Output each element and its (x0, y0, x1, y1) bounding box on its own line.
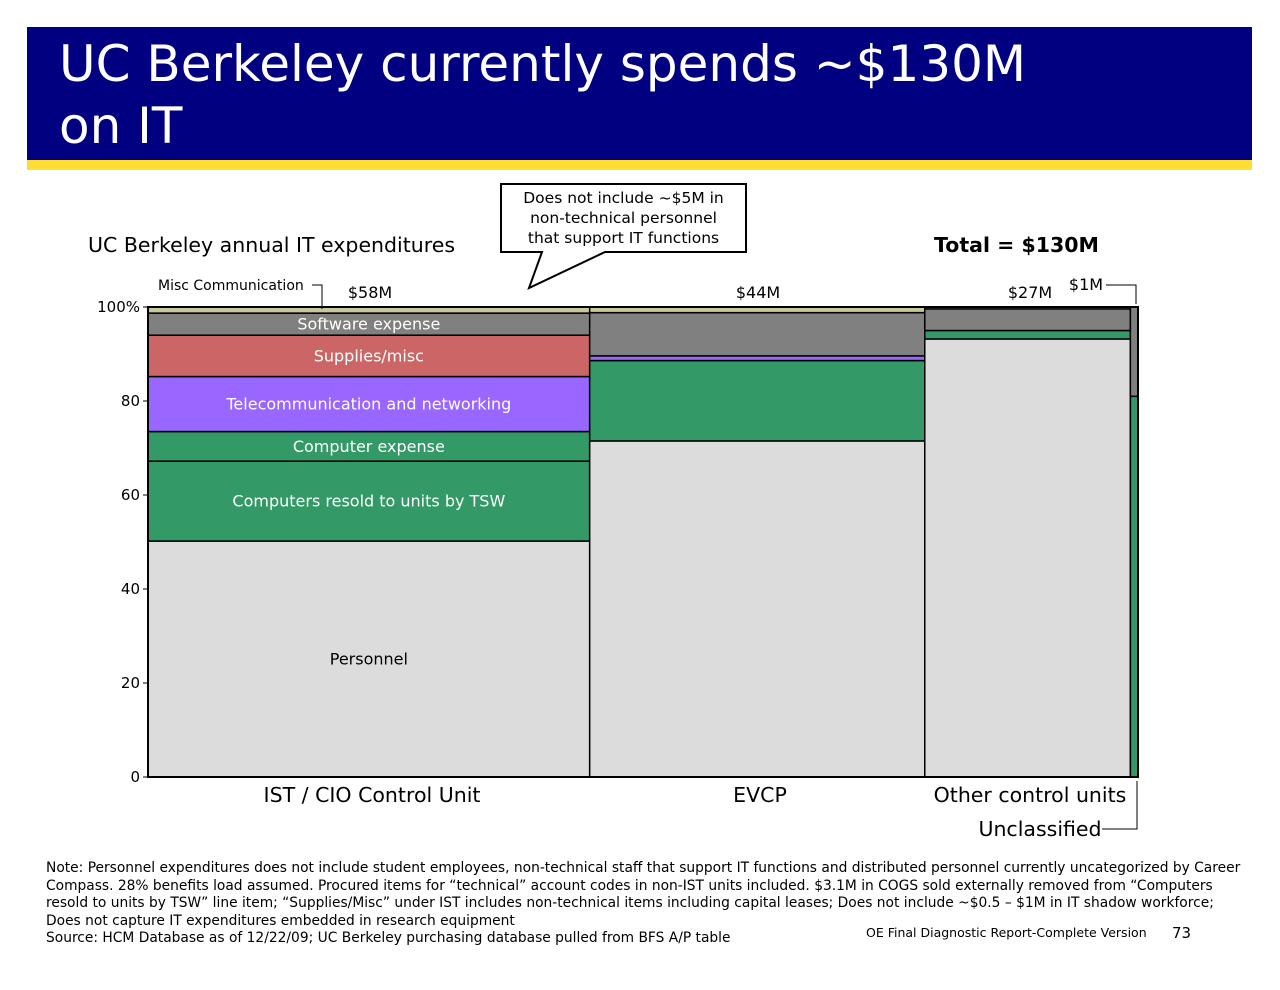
segment-1-computers-resold-to-units-by-tsw (588, 359, 926, 442)
width-label-3-leader (1106, 284, 1137, 304)
width-label-2: $27M (1008, 283, 1052, 302)
y-tick-label-2: 40 (121, 580, 140, 598)
callout-note: Does not include ~$5M in non-technical p… (523, 189, 724, 247)
misc-communication-leader (312, 284, 323, 309)
segment-label-1: Computers resold to units by TSW (232, 492, 505, 511)
y-tick-label-1: 20 (121, 674, 140, 692)
segment-3-software-expense (1129, 306, 1139, 398)
width-label-0: $58M (348, 283, 392, 302)
segment-1-personnel (588, 440, 926, 778)
footnotes: Note: Personnel expenditures does not in… (46, 860, 1251, 948)
plot-frame (147, 306, 1139, 778)
segment-0-supplies-misc (147, 334, 591, 378)
category-label-1: EVCP (733, 783, 787, 807)
segment-2-software-expense (924, 308, 1132, 332)
width-label-3: $1M (1069, 275, 1103, 294)
segment-label-2: Computer expense (293, 437, 445, 456)
segment-2-personnel (924, 338, 1132, 778)
segment-label-0: Personnel (330, 650, 408, 669)
y-tick-label-3: 60 (121, 486, 140, 504)
y-tick-label-5: 100% (97, 298, 140, 316)
note-text: Note: Personnel expenditures does not in… (46, 860, 1241, 929)
title-accent-bar (27, 160, 1252, 170)
category-label-3: Unclassified (978, 817, 1101, 841)
source-text: Source: HCM Database as of 12/22/09; UC … (46, 930, 731, 946)
report-footer: OE Final Diagnostic Report-Complete Vers… (866, 925, 1147, 940)
segment-0-computers-resold-to-units-by-tsw (147, 460, 591, 542)
segment-2-computer-expense (924, 329, 1132, 340)
segment-1-software-expense (588, 311, 926, 357)
category-label-0: IST / CIO Control Unit (264, 783, 481, 807)
page-title: UC Berkeley currently spends ~$130M on I… (59, 35, 1027, 155)
segment-label-5: Software expense (297, 315, 440, 334)
total-label: Total = $130M (934, 233, 1099, 257)
width-label-1: $44M (736, 283, 780, 302)
misc-communication-label: Misc Communication (158, 278, 304, 294)
y-tick-label-0: 0 (130, 768, 140, 786)
segment-label-3: Telecommunication and networking (225, 395, 511, 414)
title-banner: UC Berkeley currently spends ~$130M on I… (27, 27, 1252, 170)
segment-3-computers-resold-to-units-by-tsw (1129, 395, 1139, 778)
y-tick-label-4: 80 (121, 392, 140, 410)
category-label-3-leader (1102, 781, 1138, 830)
chart-title: UC Berkeley annual IT expenditures (88, 233, 455, 257)
category-label-2: Other control units (934, 783, 1127, 807)
page-number: 73 (1172, 924, 1192, 942)
callout-box (500, 183, 747, 290)
segment-label-4: Supplies/misc (314, 346, 424, 365)
